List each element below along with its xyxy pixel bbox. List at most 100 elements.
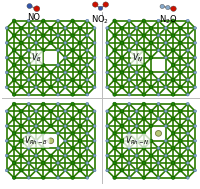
Circle shape <box>64 56 66 59</box>
Circle shape <box>12 176 16 179</box>
Circle shape <box>71 117 74 120</box>
Circle shape <box>141 102 145 105</box>
Text: N$_2$O: N$_2$O <box>158 13 176 26</box>
Circle shape <box>78 71 81 74</box>
Circle shape <box>56 177 59 179</box>
Circle shape <box>105 27 108 29</box>
Circle shape <box>112 117 116 120</box>
Circle shape <box>134 86 137 89</box>
Circle shape <box>27 177 30 179</box>
Circle shape <box>85 162 88 164</box>
Circle shape <box>193 71 196 74</box>
Circle shape <box>171 161 174 165</box>
Circle shape <box>185 177 188 179</box>
Circle shape <box>149 26 152 30</box>
Circle shape <box>41 49 45 52</box>
Circle shape <box>141 93 145 96</box>
Circle shape <box>141 19 145 22</box>
Circle shape <box>105 42 108 44</box>
Circle shape <box>78 86 81 89</box>
Circle shape <box>34 110 37 112</box>
Circle shape <box>71 147 74 150</box>
Circle shape <box>85 102 88 105</box>
Circle shape <box>93 139 96 142</box>
Circle shape <box>71 161 74 165</box>
Circle shape <box>112 147 116 150</box>
Circle shape <box>85 147 88 149</box>
Text: NO$_2$: NO$_2$ <box>91 13 109 26</box>
Circle shape <box>41 147 45 150</box>
Circle shape <box>127 19 130 22</box>
Circle shape <box>185 64 188 66</box>
Circle shape <box>5 154 8 157</box>
Circle shape <box>156 19 159 22</box>
Circle shape <box>78 110 81 113</box>
Circle shape <box>185 132 188 135</box>
Circle shape <box>71 64 74 67</box>
Circle shape <box>71 78 74 81</box>
Circle shape <box>34 139 37 142</box>
Circle shape <box>5 71 8 74</box>
Circle shape <box>27 64 30 66</box>
Circle shape <box>193 86 196 89</box>
Circle shape <box>85 34 88 37</box>
Circle shape <box>171 147 174 150</box>
Circle shape <box>85 177 88 179</box>
Circle shape <box>71 34 74 37</box>
Circle shape <box>27 102 30 105</box>
Circle shape <box>141 34 145 37</box>
Circle shape <box>102 2 108 7</box>
Circle shape <box>156 78 159 81</box>
Circle shape <box>20 154 23 157</box>
Circle shape <box>27 162 30 164</box>
Circle shape <box>41 117 45 120</box>
Circle shape <box>12 93 16 96</box>
Circle shape <box>41 78 45 81</box>
Text: $V_{Rh-B}$: $V_{Rh-B}$ <box>24 135 48 147</box>
Circle shape <box>78 169 81 172</box>
Circle shape <box>134 110 137 112</box>
Circle shape <box>112 161 116 165</box>
Circle shape <box>5 56 8 59</box>
Circle shape <box>27 34 30 37</box>
Circle shape <box>193 42 196 44</box>
Circle shape <box>49 154 52 157</box>
Circle shape <box>141 117 145 120</box>
Circle shape <box>56 49 59 52</box>
Circle shape <box>127 49 130 52</box>
Circle shape <box>92 2 98 7</box>
Circle shape <box>27 49 30 52</box>
Circle shape <box>164 86 166 89</box>
Circle shape <box>5 42 8 44</box>
Circle shape <box>185 19 188 22</box>
Circle shape <box>112 78 116 81</box>
Circle shape <box>41 93 45 96</box>
Circle shape <box>134 71 137 74</box>
Circle shape <box>41 102 45 105</box>
Circle shape <box>20 124 23 128</box>
Circle shape <box>27 117 30 120</box>
Circle shape <box>178 41 181 44</box>
Circle shape <box>127 177 130 179</box>
Circle shape <box>185 93 188 96</box>
Circle shape <box>93 27 96 29</box>
Circle shape <box>156 34 159 37</box>
Circle shape <box>5 110 8 112</box>
Circle shape <box>120 71 123 74</box>
Circle shape <box>164 56 166 59</box>
Circle shape <box>185 78 188 81</box>
Circle shape <box>156 102 159 105</box>
Circle shape <box>27 147 30 149</box>
Circle shape <box>12 64 16 67</box>
Circle shape <box>193 139 196 142</box>
Circle shape <box>12 117 16 120</box>
Circle shape <box>193 125 196 127</box>
Circle shape <box>127 64 130 66</box>
Circle shape <box>49 26 52 30</box>
Circle shape <box>149 169 152 172</box>
Circle shape <box>193 154 196 157</box>
Circle shape <box>78 154 81 157</box>
Circle shape <box>27 4 32 9</box>
Circle shape <box>171 93 174 96</box>
Circle shape <box>185 102 188 105</box>
